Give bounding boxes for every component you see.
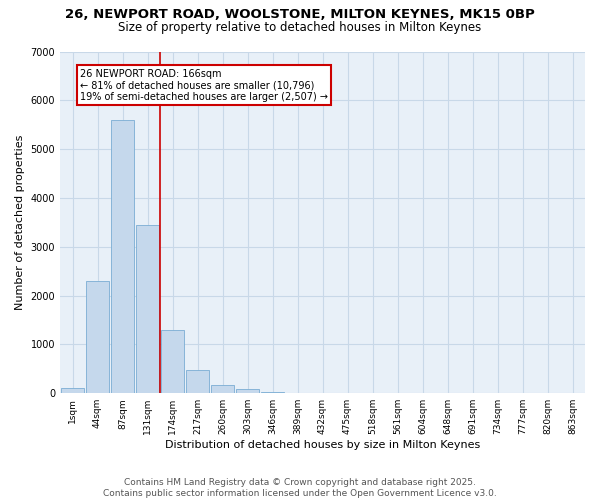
- Bar: [261, 392, 284, 393]
- Bar: [236, 390, 259, 393]
- Bar: [161, 330, 184, 393]
- Bar: [186, 370, 209, 393]
- Bar: [136, 225, 159, 393]
- Bar: [86, 281, 109, 393]
- Bar: [111, 120, 134, 393]
- Text: 26 NEWPORT ROAD: 166sqm
← 81% of detached houses are smaller (10,796)
19% of sem: 26 NEWPORT ROAD: 166sqm ← 81% of detache…: [80, 68, 328, 102]
- Text: Contains HM Land Registry data © Crown copyright and database right 2025.
Contai: Contains HM Land Registry data © Crown c…: [103, 478, 497, 498]
- Y-axis label: Number of detached properties: Number of detached properties: [15, 134, 25, 310]
- Text: 26, NEWPORT ROAD, WOOLSTONE, MILTON KEYNES, MK15 0BP: 26, NEWPORT ROAD, WOOLSTONE, MILTON KEYN…: [65, 8, 535, 20]
- Bar: [61, 388, 84, 393]
- X-axis label: Distribution of detached houses by size in Milton Keynes: Distribution of detached houses by size …: [165, 440, 480, 450]
- Text: Size of property relative to detached houses in Milton Keynes: Size of property relative to detached ho…: [118, 21, 482, 34]
- Bar: [211, 385, 234, 393]
